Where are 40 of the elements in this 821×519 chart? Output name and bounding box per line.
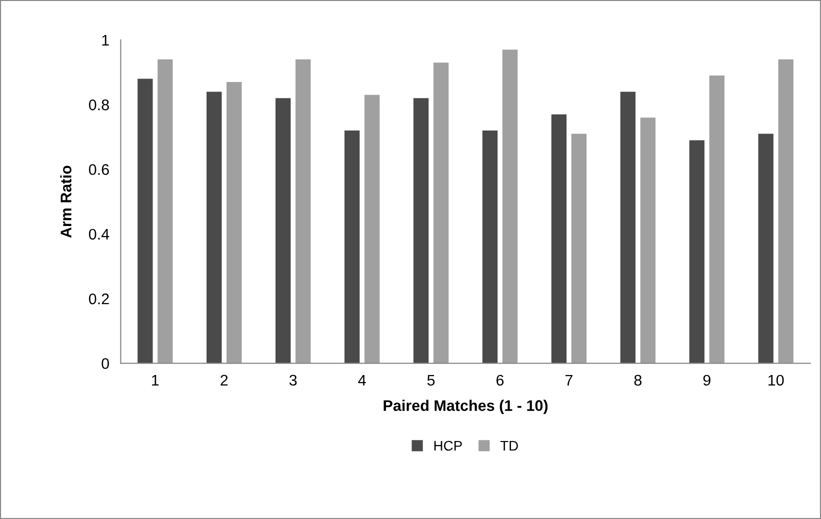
legend-label: TD (500, 440, 518, 451)
bar (344, 130, 360, 364)
x-tick-label: 7 (565, 374, 572, 386)
bar (138, 78, 153, 364)
bar (502, 50, 518, 364)
bar (226, 82, 242, 364)
x-tick-label: 1 (152, 374, 159, 386)
bar (571, 134, 587, 364)
bar (689, 140, 704, 364)
x-tick-label: 5 (427, 374, 435, 386)
x-tick-label: 10 (768, 374, 784, 386)
x-tick-label: 4 (358, 374, 366, 386)
bar (158, 59, 173, 364)
bar (413, 98, 429, 364)
y-tick-label: 0.2 (88, 294, 109, 304)
bar (364, 94, 380, 364)
x-tick-label: 8 (634, 374, 642, 386)
x-axis-title: Paired Matches (1 - 10) (384, 400, 548, 414)
y-tick-label: 0 (102, 358, 109, 369)
legend-label: HCP (434, 440, 462, 451)
bar (296, 59, 311, 364)
y-tick-label: 0.6 (88, 164, 109, 175)
bar (206, 92, 222, 364)
x-tick-label: 9 (703, 374, 710, 386)
bar (709, 76, 724, 364)
bar (640, 118, 656, 364)
y-axis-title: Arm Ratio (60, 166, 72, 238)
x-tick-label: 2 (220, 374, 228, 386)
bar (620, 92, 636, 364)
y-tick-label: 0.4 (88, 228, 110, 240)
bar (482, 130, 498, 364)
bar (778, 59, 794, 364)
bar (551, 114, 567, 364)
y-tick-label: 0.8 (88, 100, 109, 110)
x-tick-label: 6 (496, 374, 504, 386)
bar (758, 134, 774, 364)
bar (433, 62, 449, 364)
x-tick-label: 3 (289, 374, 297, 386)
bar (276, 98, 291, 364)
y-tick-label: 1 (102, 34, 109, 46)
